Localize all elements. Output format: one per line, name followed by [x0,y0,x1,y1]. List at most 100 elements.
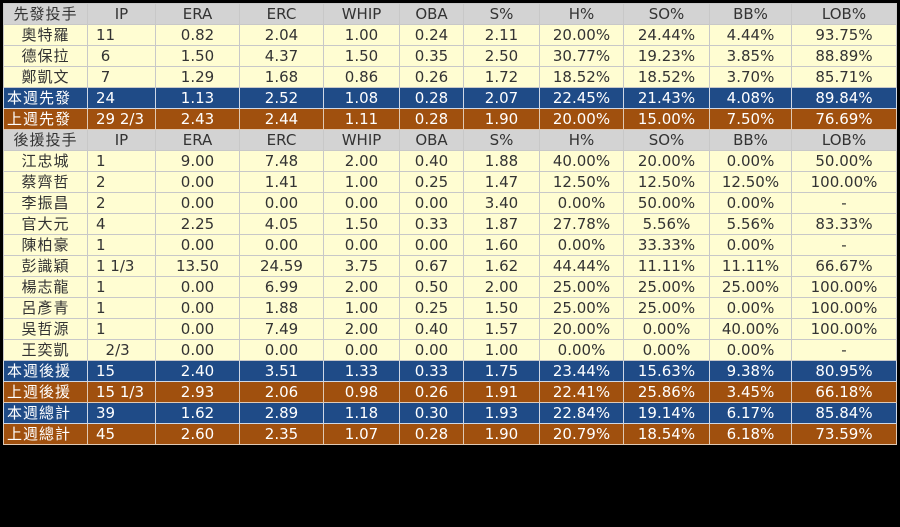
section-header-cell: 後援投手 [3,129,88,151]
cell-ip: 1 [87,318,156,340]
cell-erc: 2.06 [239,381,324,403]
cell-erc: 2.44 [239,108,324,130]
column-header-so-pct: SO% [623,3,710,25]
cell-lob-pct: 100.00% [791,318,897,340]
column-header-erc: ERC [239,129,324,151]
cell-lob-pct: 66.67% [791,255,897,277]
cell-so-pct: 33.33% [623,234,710,256]
cell-so-pct: 25.00% [623,276,710,298]
cell-lob-pct: 93.75% [791,24,897,46]
pitcher-name-cell: 呂彥青 [3,297,88,319]
cell-lob-pct: - [791,192,897,214]
cell-ip: 1 1/3 [87,255,156,277]
cell-era: 0.00 [155,171,240,193]
column-header-s-pct: S% [463,3,540,25]
pitcher-name-cell: 本週總計 [3,402,88,424]
cell-s-pct: 1.57 [463,318,540,340]
cell-whip: 1.00 [323,171,400,193]
cell-whip: 1.00 [323,24,400,46]
cell-oba: 0.26 [399,381,464,403]
cell-whip: 1.07 [323,423,400,445]
table-row: 官大元 4 2.25 4.05 1.50 0.33 1.87 27.78% 5.56% 5.56%… [3,213,897,235]
cell-era: 0.00 [155,234,240,256]
cell-whip: 1.33 [323,360,400,382]
cell-oba: 0.00 [399,192,464,214]
cell-whip: 0.00 [323,339,400,361]
cell-oba: 0.33 [399,360,464,382]
pitcher-name-cell: 本週後援 [3,360,88,382]
cell-so-pct: 0.00% [623,339,710,361]
cell-era: 2.43 [155,108,240,130]
pitcher-name-cell: 陳柏豪 [3,234,88,256]
column-header-era: ERA [155,129,240,151]
cell-ip: 45 [87,423,156,445]
cell-era: 1.29 [155,66,240,88]
cell-s-pct: 1.72 [463,66,540,88]
cell-bb-pct: 3.85% [709,45,792,67]
cell-oba: 0.40 [399,150,464,172]
cell-lob-pct: - [791,234,897,256]
cell-era: 2.93 [155,381,240,403]
cell-s-pct: 1.90 [463,108,540,130]
cell-s-pct: 1.88 [463,150,540,172]
cell-bb-pct: 4.08% [709,87,792,109]
cell-ip: 1 [87,150,156,172]
cell-era: 1.62 [155,402,240,424]
column-header-oba: OBA [399,129,464,151]
cell-bb-pct: 12.50% [709,171,792,193]
cell-bb-pct: 6.17% [709,402,792,424]
header-row: 先發投手 IP ERA ERC WHIP OBA S% H% SO% BB% LOB% [3,3,897,25]
cell-era: 0.00 [155,297,240,319]
cell-so-pct: 11.11% [623,255,710,277]
cell-whip: 1.50 [323,45,400,67]
cell-whip: 1.00 [323,297,400,319]
column-header-lob-pct: LOB% [791,129,897,151]
cell-ip: 39 [87,402,156,424]
cell-so-pct: 15.63% [623,360,710,382]
column-header-erc: ERC [239,3,324,25]
cell-bb-pct: 5.56% [709,213,792,235]
cell-bb-pct: 7.50% [709,108,792,130]
cell-erc: 1.68 [239,66,324,88]
cell-s-pct: 1.62 [463,255,540,277]
cell-s-pct: 1.93 [463,402,540,424]
column-header-oba: OBA [399,3,464,25]
cell-era: 13.50 [155,255,240,277]
cell-so-pct: 18.52% [623,66,710,88]
cell-lob-pct: 66.18% [791,381,897,403]
column-header-s-pct: S% [463,129,540,151]
cell-bb-pct: 0.00% [709,192,792,214]
cell-h-pct: 25.00% [539,297,624,319]
cell-erc: 2.89 [239,402,324,424]
cell-s-pct: 1.00 [463,339,540,361]
pitcher-name-cell: 鄭凱文 [3,66,88,88]
cell-h-pct: 27.78% [539,213,624,235]
cell-bb-pct: 3.70% [709,66,792,88]
column-header-ip: IP [87,3,156,25]
table-row: 楊志龍 1 0.00 6.99 2.00 0.50 2.00 25.00% 25.00% 25.0… [3,276,897,298]
cell-h-pct: 20.00% [539,24,624,46]
table-row: 鄭凱文 7 1.29 1.68 0.86 0.26 1.72 18.52% 18.52% 3.7… [3,66,897,88]
cell-whip: 1.11 [323,108,400,130]
cell-oba: 0.00 [399,234,464,256]
cell-erc: 24.59 [239,255,324,277]
cell-oba: 0.40 [399,318,464,340]
cell-so-pct: 20.00% [623,150,710,172]
cell-oba: 0.00 [399,339,464,361]
cell-whip: 2.00 [323,276,400,298]
cell-bb-pct: 11.11% [709,255,792,277]
cell-erc: 6.99 [239,276,324,298]
cell-bb-pct: 0.00% [709,150,792,172]
cell-s-pct: 1.75 [463,360,540,382]
cell-era: 1.50 [155,45,240,67]
cell-oba: 0.33 [399,213,464,235]
cell-h-pct: 22.45% [539,87,624,109]
cell-ip: 4 [87,213,156,235]
cell-era: 2.60 [155,423,240,445]
cell-so-pct: 0.00% [623,318,710,340]
column-header-era: ERA [155,3,240,25]
pitcher-name-cell: 官大元 [3,213,88,235]
cell-so-pct: 12.50% [623,171,710,193]
cell-h-pct: 30.77% [539,45,624,67]
cell-oba: 0.50 [399,276,464,298]
